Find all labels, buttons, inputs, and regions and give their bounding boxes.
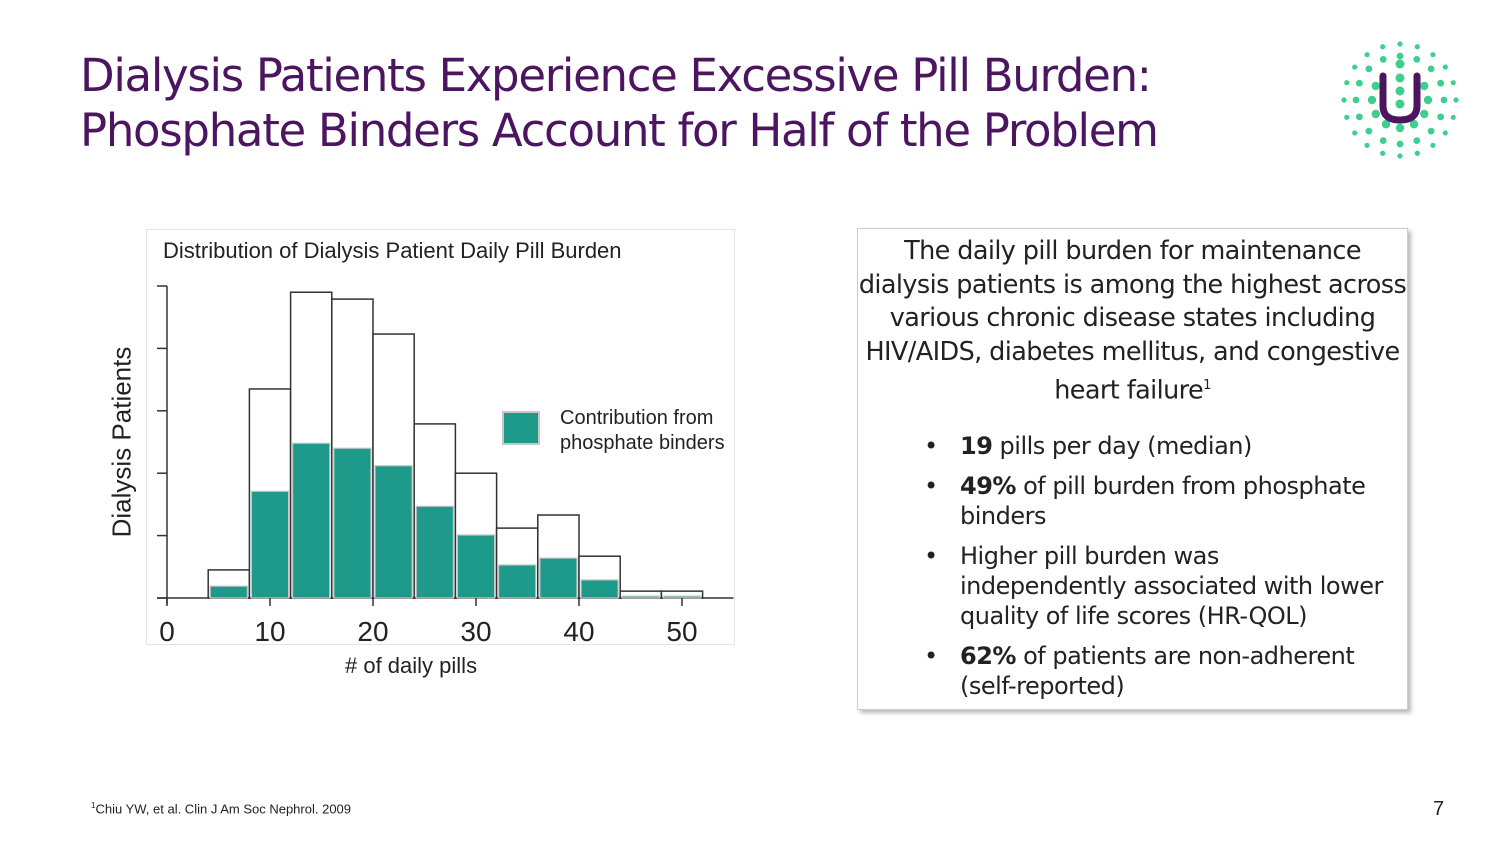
logo-dot [1352, 130, 1358, 136]
bullet-item: 19 pills per day (median) [924, 431, 1388, 461]
logo-dot [1396, 52, 1404, 60]
bar-phosphate [662, 595, 702, 599]
chart-title: Distribution of Dialysis Patient Daily P… [163, 238, 622, 263]
slide-title: Dialysis Patients Experience Excessive P… [80, 48, 1159, 158]
logo-dot [1352, 96, 1360, 104]
logo-dot [1344, 114, 1350, 120]
y-axis-label: Dialysis Patients [106, 346, 137, 538]
logo-letter-u [1379, 72, 1421, 124]
bullet-item: 49% of pill burden from phosphate binder… [924, 471, 1388, 531]
logo-dot [1450, 80, 1456, 86]
summary-panel: The daily pill burden for maintenance di… [857, 228, 1408, 710]
logo-dot [1380, 44, 1386, 50]
logo-dot [1379, 55, 1387, 63]
bar-phosphate [456, 534, 496, 599]
logo-dot [1450, 114, 1456, 120]
logo-dot [1414, 150, 1420, 156]
logo-dot [1364, 142, 1370, 148]
bullet-item: Higher pill burden was independently ass… [924, 541, 1388, 631]
logo-dot [1409, 120, 1419, 129]
x-tick-label: 10 [254, 616, 285, 647]
logo-dot [1414, 44, 1420, 50]
x-axis-label: # of daily pills [345, 653, 478, 678]
logo-dot [1395, 59, 1405, 69]
logo-dot [1355, 113, 1363, 121]
bar-phosphate [498, 564, 537, 599]
bullet-list: 19 pills per day (median) 49% of pill bu… [924, 431, 1388, 711]
chart-frame [146, 229, 735, 645]
logo-dot [1380, 150, 1386, 156]
x-tick-label: 50 [666, 616, 697, 647]
logo-dot [1379, 137, 1387, 145]
logo-dot [1395, 123, 1405, 133]
bar-phosphate [374, 465, 413, 599]
x-tick-label: 0 [159, 616, 175, 647]
logo-dot [1352, 64, 1358, 70]
bar-phosphate [539, 557, 578, 599]
logo-dot [1364, 52, 1370, 58]
bar-phosphate [333, 447, 372, 599]
legend-label: Contribution from phosphate binders [560, 407, 725, 454]
legend-swatch-phosphate [502, 411, 540, 445]
logo-dot [1420, 81, 1429, 91]
logo-dot [1430, 52, 1436, 58]
bar-phosphate [209, 585, 248, 599]
logo-dot [1442, 130, 1448, 136]
x-tick-label: 30 [460, 616, 491, 647]
logo-dot [1341, 97, 1347, 103]
logo-dot [1397, 41, 1403, 47]
logo-dot [1397, 153, 1403, 159]
logo-dot [1371, 81, 1380, 91]
bar-phosphate [250, 490, 290, 599]
bar-phosphate [292, 442, 331, 599]
logo-dot [1440, 96, 1448, 104]
logo-dot [1427, 127, 1435, 135]
bullet-item: 62% of patients are non-adherent (self-r… [924, 641, 1388, 701]
logo-dot [1395, 86, 1405, 96]
logo-dot [1420, 109, 1429, 119]
logo-dot [1371, 109, 1380, 119]
logo-dot [1423, 95, 1433, 105]
logo-dot [1381, 120, 1391, 129]
logo-dot [1430, 142, 1436, 148]
logo-dot [1396, 140, 1404, 148]
logo-dot [1437, 113, 1445, 121]
bar-phosphate [580, 579, 619, 599]
logo-dot [1413, 137, 1421, 145]
bar-phosphate [621, 595, 661, 599]
logo-dot [1453, 97, 1459, 103]
logo-dot [1395, 73, 1405, 83]
logo-dot [1365, 127, 1373, 135]
histogram-chart: 0 10 20 30 40 50 [157, 285, 734, 647]
page-number: 7 [1433, 798, 1445, 820]
panel-intro: The daily pill burden for maintenance di… [858, 236, 1407, 406]
company-logo [1341, 41, 1459, 159]
logo-dot [1437, 79, 1445, 87]
logo-dot [1427, 65, 1435, 73]
logo-dot [1355, 79, 1363, 87]
logo-dot [1395, 99, 1405, 109]
logo-dot [1344, 80, 1350, 86]
title-line-1: Dialysis Patients Experience Excessive P… [80, 49, 1152, 102]
x-tick-label: 40 [563, 616, 594, 647]
footnote: 1Chiu YW, et al. Clin J Am Soc Nephrol. … [91, 801, 352, 817]
logo-dot [1365, 65, 1373, 73]
logo-dot [1413, 55, 1421, 63]
logo-dot [1367, 95, 1377, 105]
bar-phosphate [415, 505, 455, 599]
x-tick-label: 20 [357, 616, 388, 647]
logo-dot [1442, 64, 1448, 70]
title-line-2: Phosphate Binders Account for Half of th… [80, 104, 1159, 157]
